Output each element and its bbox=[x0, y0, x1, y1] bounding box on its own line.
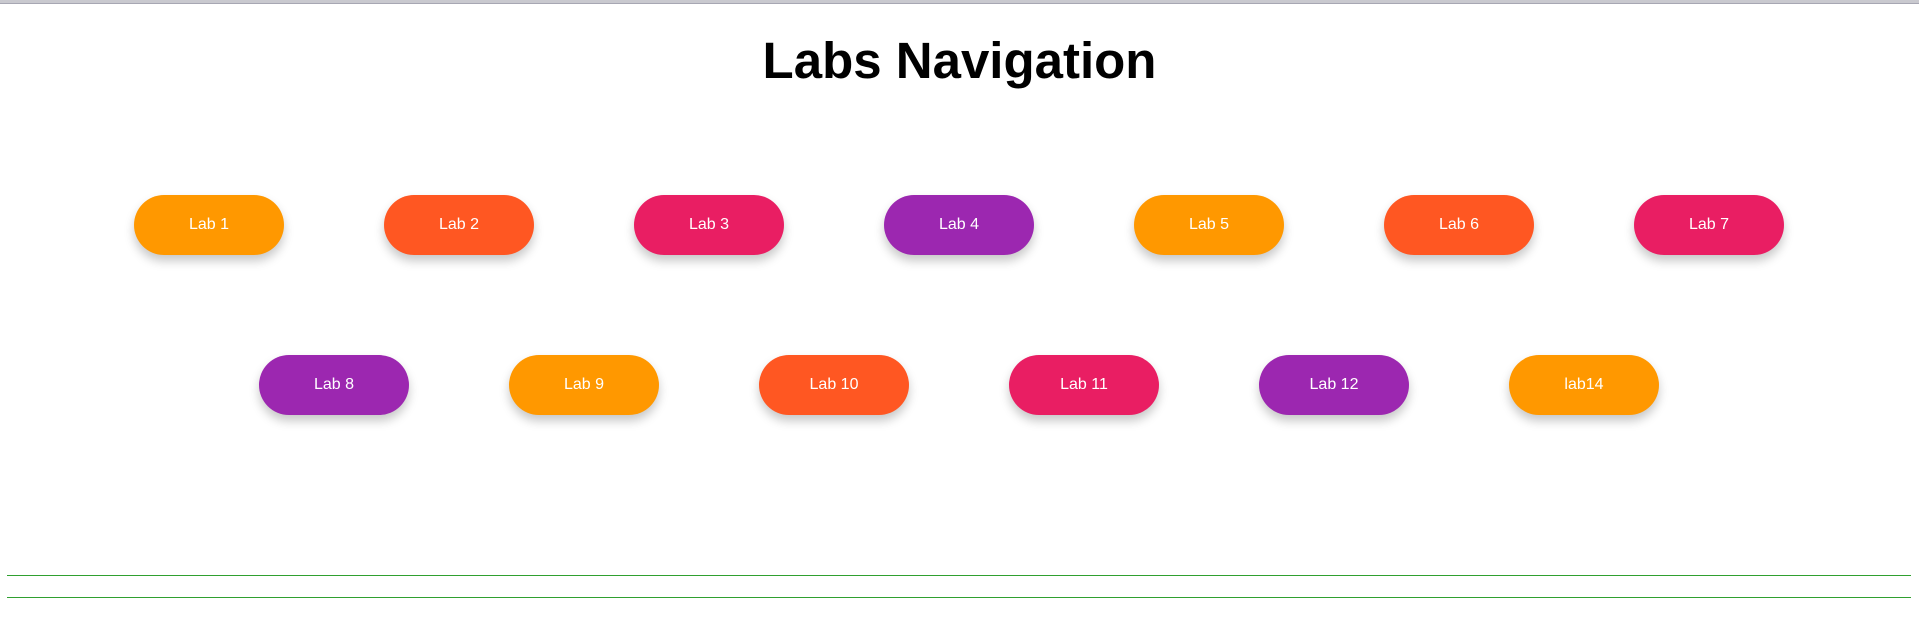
divider-line bbox=[7, 597, 1911, 598]
lab-8-button[interactable]: Lab 8 bbox=[259, 355, 409, 415]
window-top-border bbox=[0, 0, 1919, 4]
divider-line bbox=[7, 575, 1911, 576]
lab-9-button[interactable]: Lab 9 bbox=[509, 355, 659, 415]
lab-4-button[interactable]: Lab 4 bbox=[884, 195, 1034, 255]
lab-11-button[interactable]: Lab 11 bbox=[1009, 355, 1159, 415]
lab-5-button[interactable]: Lab 5 bbox=[1134, 195, 1284, 255]
lab-2-button[interactable]: Lab 2 bbox=[384, 195, 534, 255]
labs-nav-row-1: Lab 1 Lab 2 Lab 3 Lab 4 Lab 5 Lab 6 Lab … bbox=[0, 195, 1919, 255]
lab-10-button[interactable]: Lab 10 bbox=[759, 355, 909, 415]
labs-nav-row-2: Lab 8 Lab 9 Lab 10 Lab 11 Lab 12 lab14 bbox=[0, 355, 1919, 415]
lab-12-button[interactable]: Lab 12 bbox=[1259, 355, 1409, 415]
lab-7-button[interactable]: Lab 7 bbox=[1634, 195, 1784, 255]
lab-6-button[interactable]: Lab 6 bbox=[1384, 195, 1534, 255]
lab-14-button[interactable]: lab14 bbox=[1509, 355, 1659, 415]
page-title: Labs Navigation bbox=[762, 32, 1157, 89]
lab-3-button[interactable]: Lab 3 bbox=[634, 195, 784, 255]
lab-1-button[interactable]: Lab 1 bbox=[134, 195, 284, 255]
